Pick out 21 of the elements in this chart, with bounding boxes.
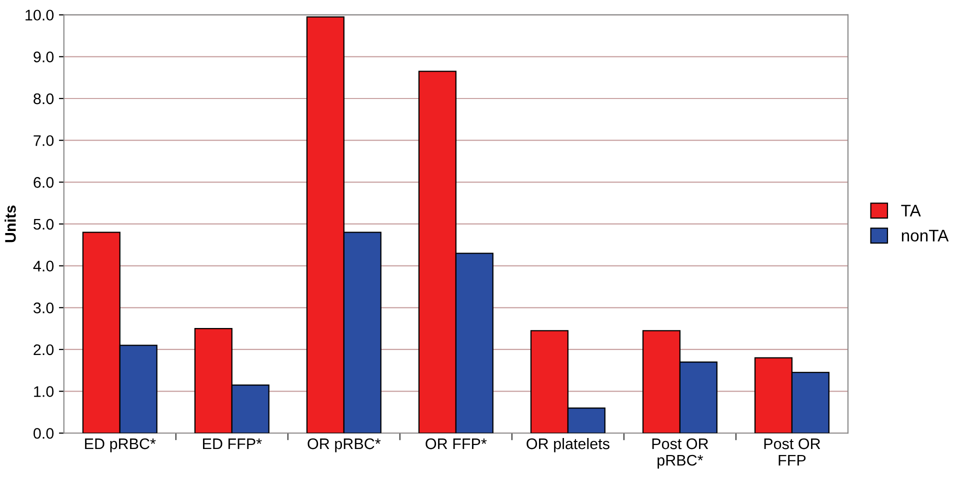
- y-axis-title: Units: [4, 206, 16, 242]
- y-tick-label: 5.0: [34, 218, 54, 230]
- x-tick-label: OR platelets: [526, 438, 610, 452]
- y-tick-label: 1.0: [34, 386, 54, 397]
- y-tick-label: 3.0: [34, 302, 54, 314]
- y-tick-label: 8.0: [34, 93, 54, 104]
- x-tick-label: OR pRBC*: [308, 438, 381, 452]
- y-tick-label: 7.0: [34, 135, 54, 146]
- legend-label: TA: [901, 204, 921, 216]
- y-tick-label: 0.0: [34, 428, 54, 439]
- y-tick-label: 9.0: [34, 52, 54, 62]
- x-tick-label: OR FFP*: [426, 438, 487, 450]
- x-tick-label: ED FFP*: [203, 438, 262, 450]
- y-tick-label: 4.0: [33, 260, 54, 272]
- y-tick-label: 2.0: [34, 344, 54, 356]
- legend-label: nonTA: [902, 230, 949, 242]
- x-tick-label: ED pRBC*: [85, 438, 156, 452]
- y-tick-label: 6.0: [34, 177, 54, 188]
- y-tick-label: 10.0: [26, 10, 54, 21]
- x-tick-label: Post OR FFP: [764, 438, 820, 466]
- x-tick-label: Post OR pRBC*: [652, 438, 708, 469]
